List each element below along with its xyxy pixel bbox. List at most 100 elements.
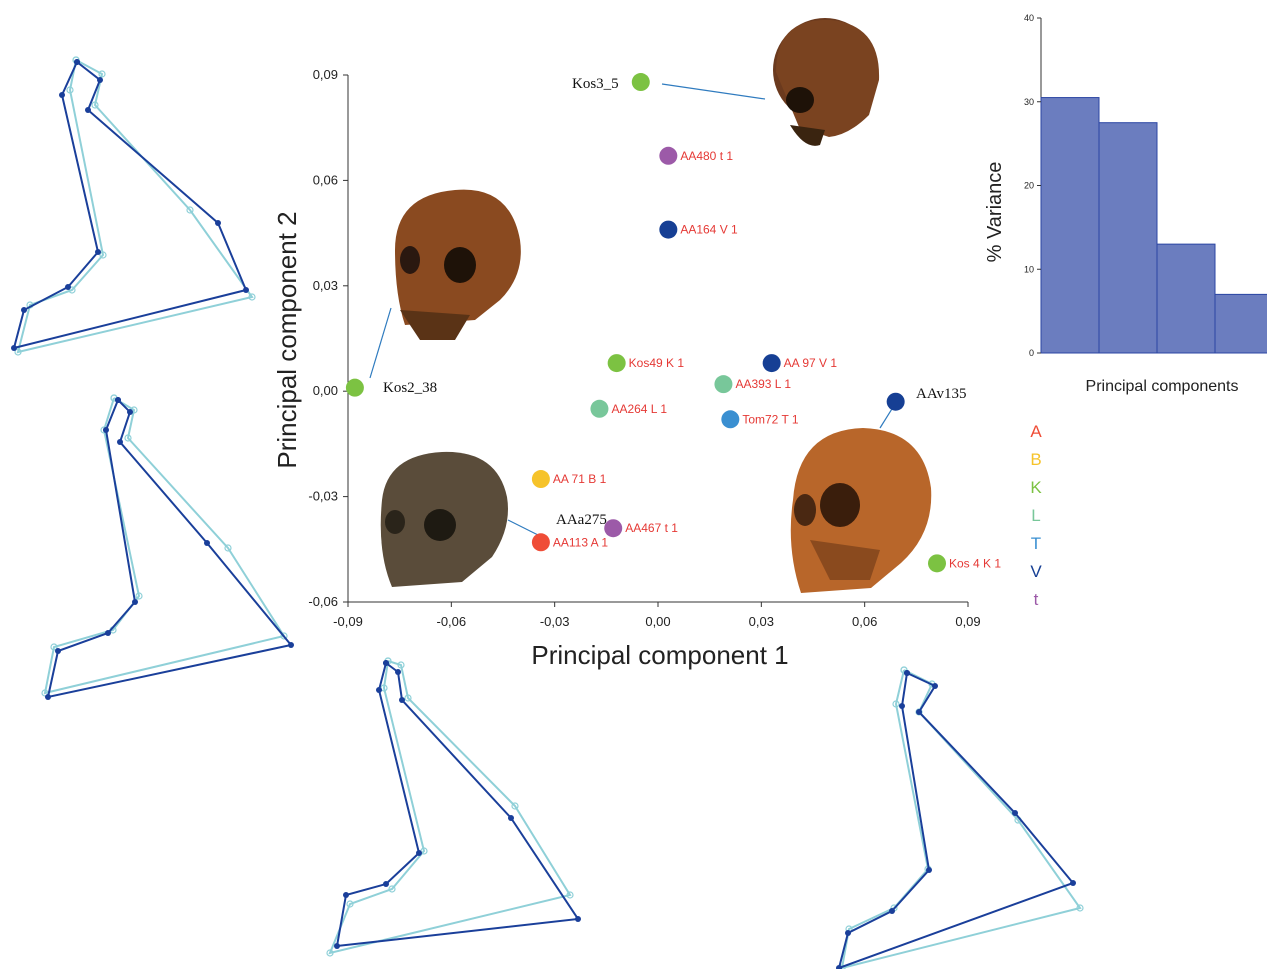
point-label: AA264 L 1	[611, 402, 667, 416]
mean-landmark	[248, 293, 256, 301]
mean-landmark	[186, 206, 194, 214]
variance-bar-chart: 0 10 20 30 40 % Variance Principal component…	[984, 13, 1267, 395]
pca-scatter-plot: -0,09 -0,06 -0,03 0,00 0,03 0,06 0,09 -0,06 -0,…	[272, 67, 981, 670]
scatter-point	[721, 410, 740, 429]
specimen-shape-outline	[46, 399, 293, 699]
specimen-landmark	[926, 867, 932, 873]
point-label: AA480 t 1	[680, 149, 733, 163]
x-axis-title: Principal component 1	[531, 640, 788, 670]
specimen-landmark	[55, 648, 61, 654]
specimen-landmark	[74, 59, 80, 65]
mean-landmark	[91, 101, 99, 109]
landmark-shape-3	[326, 657, 581, 957]
specimen-landmark	[65, 284, 71, 290]
landmark-shape-2	[41, 394, 294, 700]
mean-landmark	[66, 86, 74, 94]
specimen-landmark	[383, 881, 389, 887]
specimen-landmark	[117, 439, 123, 445]
bar-tick-label: 30	[1024, 97, 1034, 107]
point-label: AA393 L 1	[735, 377, 791, 391]
landmark-shape-1	[11, 56, 256, 356]
scatter-point	[531, 470, 550, 489]
callout-aav135: AAv135	[916, 386, 967, 402]
specimen-shape-outline	[837, 672, 1075, 969]
mean-landmark	[566, 891, 574, 899]
legend-entry: A	[1030, 422, 1042, 441]
specimen-landmark	[845, 930, 851, 936]
mean-landmark	[135, 592, 143, 600]
x-tick-label: -0,06	[437, 614, 467, 629]
specimen-landmark	[45, 694, 51, 700]
y-axis-title: Principal component 2	[272, 211, 302, 468]
skull-photo-1-icon	[773, 18, 880, 146]
mean-landmark	[346, 900, 354, 908]
scatter-point	[886, 392, 905, 411]
mean-landmark	[280, 632, 288, 640]
x-tick-label: 0,09	[955, 614, 980, 629]
specimen-landmark	[416, 850, 422, 856]
specimen-landmark	[59, 92, 65, 98]
specimen-landmark	[399, 697, 405, 703]
legend-entry: L	[1031, 506, 1040, 525]
point-label: AA113 A 1	[553, 535, 608, 549]
scatter-point	[631, 73, 650, 92]
bar-tick-label: 10	[1024, 264, 1034, 274]
point-label: Kos 4 K 1	[949, 556, 1001, 570]
specimen-landmark	[115, 397, 121, 403]
specimen-shape-outline	[335, 662, 580, 948]
mean-landmark	[404, 694, 412, 702]
mean-landmark	[511, 802, 519, 810]
legend-entry: T	[1031, 534, 1041, 553]
mean-shape-outline	[16, 59, 254, 354]
scatter-point	[714, 375, 733, 394]
legend-entry: K	[1030, 478, 1042, 497]
mean-landmark	[397, 661, 405, 669]
scatter-point	[607, 354, 626, 373]
specimen-landmark	[334, 943, 340, 949]
point-label: AA 97 V 1	[784, 356, 838, 370]
bar-tick-label: 20	[1024, 181, 1034, 191]
point-label: Kos49 K 1	[629, 356, 685, 370]
specimen-landmark	[97, 77, 103, 83]
y-tick-label: -0,03	[308, 489, 338, 504]
specimen-landmark	[215, 220, 221, 226]
specimen-landmark	[889, 908, 895, 914]
specimen-shape-outline	[12, 61, 248, 350]
variance-bar	[1040, 97, 1100, 354]
specimen-landmark	[395, 669, 401, 675]
mean-landmark	[326, 949, 334, 957]
specimen-landmark	[243, 287, 249, 293]
specimen-landmark	[103, 427, 109, 433]
scatter-point	[604, 519, 623, 538]
specimen-landmark	[21, 307, 27, 313]
landmark-shape-4	[836, 666, 1084, 969]
specimen-landmark	[508, 815, 514, 821]
mean-landmark	[14, 348, 22, 356]
specimen-landmark	[288, 642, 294, 648]
mean-landmark	[1076, 904, 1084, 912]
scatter-point	[928, 554, 946, 573]
bar-y-title: % Variance	[984, 162, 1006, 263]
x-tick-label: -0,09	[333, 614, 363, 629]
x-tick-label: 0,06	[852, 614, 877, 629]
scatter-point	[762, 354, 781, 373]
specimen-landmark	[1070, 880, 1076, 886]
mean-landmark	[224, 544, 232, 552]
specimen-landmark	[105, 630, 111, 636]
specimen-landmark	[376, 687, 382, 693]
skull-photo-2-icon	[395, 189, 521, 340]
variance-bar	[1098, 122, 1158, 354]
mean-landmark	[99, 251, 107, 259]
specimen-landmark	[343, 892, 349, 898]
specimen-landmark	[899, 703, 905, 709]
legend-entry: t	[1034, 590, 1039, 609]
specimen-landmark	[85, 107, 91, 113]
specimen-landmark	[95, 249, 101, 255]
skull-photo-4-icon	[790, 428, 932, 593]
specimen-landmark	[383, 660, 389, 666]
callout-line-kos2	[369, 307, 392, 379]
mean-landmark	[50, 643, 58, 651]
y-tick-label: 0,03	[313, 278, 338, 293]
